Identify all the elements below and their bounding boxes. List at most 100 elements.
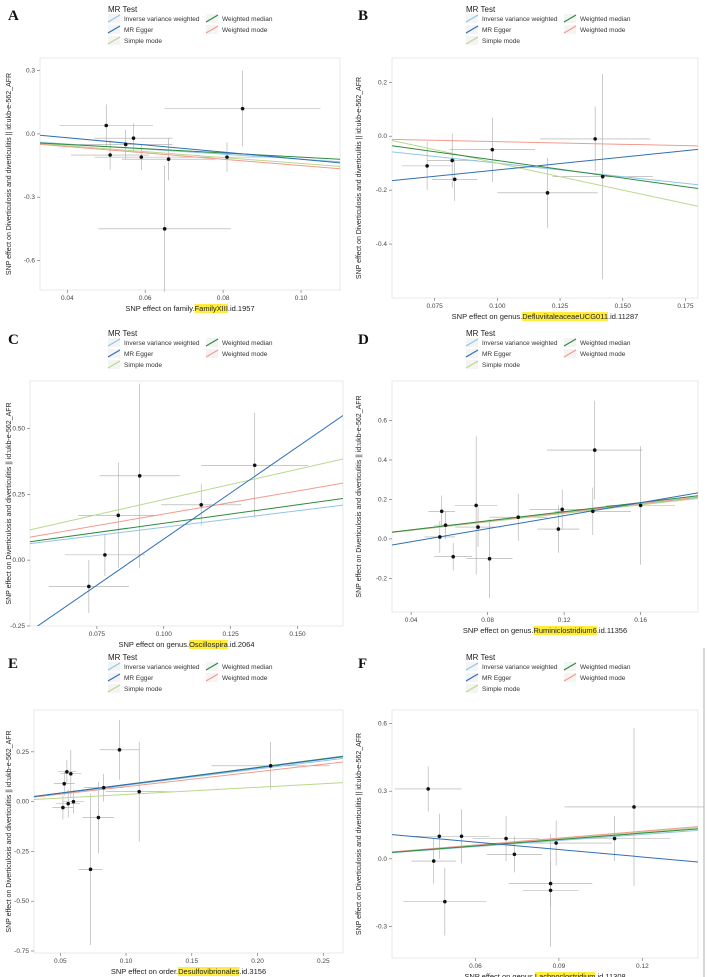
x-tick-label: 0.08 — [481, 617, 494, 624]
data-point — [600, 174, 605, 179]
legend-label: Simple mode — [482, 38, 520, 45]
points — [61, 748, 273, 872]
x-tick-label: 0.100 — [156, 631, 173, 638]
legend-label: Inverse variance weighted — [482, 664, 558, 671]
data-point — [61, 805, 65, 810]
line-wmode — [30, 482, 343, 538]
x-tick-label: 0.100 — [489, 303, 506, 310]
x-tick-label: 0.16 — [634, 617, 647, 624]
data-point — [199, 503, 204, 507]
x-tick-label: 0.12 — [636, 963, 649, 970]
x-axis-label-prefix: SNP effect on order. — [111, 967, 178, 976]
x-axis-label-suffix: .id.1957 — [228, 304, 255, 313]
legend-key-line — [107, 673, 121, 682]
x-axis-label-taxon: Oscillospira — [189, 640, 229, 649]
data-point — [131, 136, 136, 140]
x-axis-label-highlight — [522, 312, 609, 321]
legend-item-egger: MR Egger — [107, 25, 154, 34]
legend-label: Inverse variance weighted — [124, 340, 200, 347]
line-wmedian — [392, 145, 698, 190]
data-point — [123, 142, 128, 147]
regression-lines — [30, 415, 343, 626]
legend-key-line — [205, 349, 219, 358]
data-point — [554, 841, 558, 845]
x-tick-label: 0.04 — [61, 295, 74, 302]
panel-b: B MR Test Inverse variance weighted MR Egge… — [356, 5, 699, 321]
data-point — [69, 771, 73, 776]
data-point — [476, 525, 480, 529]
y-tick-label: 0.0 — [378, 133, 387, 140]
data-point — [592, 448, 597, 452]
x-tick-label: 0.08 — [217, 295, 230, 302]
legend-key-line — [107, 662, 121, 671]
y-axis-label: SNP effect on Diverticulosis and diverti… — [6, 73, 13, 275]
legend-item-ivw: Inverse variance weighted — [107, 338, 200, 347]
y-tick-label: 0.2 — [378, 79, 387, 86]
data-point — [139, 155, 144, 159]
y-tick-label: 0.50 — [12, 425, 25, 432]
y-axis-label: SNP effect on Diverticulosis and diverti… — [356, 733, 363, 935]
panel-a: A MR Test Inverse variance weighted MR Egge… — [6, 5, 341, 313]
data-point — [638, 503, 643, 508]
x-axis-label-prefix: SNP effect on genus. — [118, 640, 189, 649]
x-tick-label: 0.10 — [120, 958, 133, 965]
data-point — [137, 789, 141, 794]
y-tick-label: -0.2 — [376, 187, 388, 194]
x-tick-label: 0.075 — [89, 631, 106, 638]
y-axis-label: SNP effect on Diverticulosis and diverti… — [356, 395, 363, 597]
legend-label: Inverse variance weighted — [124, 16, 200, 23]
x-tick-label: 0.15 — [185, 958, 198, 965]
y-tick-label: 0.25 — [16, 749, 29, 756]
data-point — [426, 787, 430, 791]
x-axis-label-taxon: Lachnoclostridium — [535, 972, 595, 977]
data-point — [87, 584, 91, 589]
legend-label: Inverse variance weighted — [124, 664, 200, 671]
x-tick-label: 0.175 — [677, 303, 694, 310]
x-axis-label-highlight — [533, 626, 597, 635]
legend-label: MR Egger — [124, 27, 154, 34]
points — [425, 137, 605, 195]
legend-item-ivw: Inverse variance weighted — [465, 338, 558, 347]
legend-label: Weighted mode — [580, 675, 626, 682]
line-ivw — [30, 504, 343, 545]
x-axis-label: SNP effect on genus.Ruminiclostridium6.i… — [463, 626, 627, 635]
data-point — [556, 527, 561, 531]
legend-item-wmedian: Weighted median — [205, 14, 273, 23]
data-point — [108, 153, 112, 157]
panel-letter: C — [8, 332, 19, 348]
panel-letter: B — [358, 8, 368, 24]
data-point — [487, 556, 492, 561]
y-tick-label: -0.3 — [24, 194, 36, 201]
legend-title: MR Test — [466, 329, 496, 338]
x-tick-label: 0.125 — [552, 303, 569, 310]
data-point — [268, 763, 273, 768]
legend-item-wmedian: Weighted median — [205, 338, 273, 347]
x-tick-label: 0.075 — [426, 303, 443, 310]
x-axis-label: SNP effect on genus.Oscillospira.id.2064 — [118, 640, 254, 649]
legend-item-wmedian: Weighted median — [205, 662, 273, 671]
line-egger — [36, 415, 343, 626]
y-axis-label: SNP effect on Diverticulosis and diverti… — [356, 77, 363, 279]
line-egger — [392, 148, 698, 182]
data-point — [548, 888, 553, 893]
panel-c: C MR Test Inverse variance weighted MR Egge… — [6, 329, 344, 649]
legend-item-wmedian: Weighted median — [563, 14, 631, 23]
y-tick-label: -0.6 — [24, 257, 36, 264]
x-axis-label-taxon: Desulfovibrionales — [178, 967, 240, 976]
legend-key-line — [465, 673, 479, 682]
regression-lines — [392, 492, 698, 546]
x-axis-label-suffix: .id.11356 — [597, 626, 627, 635]
data-point — [474, 503, 478, 508]
legend-label: Weighted mode — [580, 351, 626, 358]
legend-key-line — [107, 338, 121, 347]
x-tick-label: 0.06 — [469, 963, 482, 970]
x-axis-label-taxon: FamilyXIII — [195, 304, 228, 313]
data-point — [504, 836, 508, 841]
x-axis-label: SNP effect on order.Desulfovibrionales.i… — [111, 967, 266, 976]
data-point — [162, 227, 167, 231]
legend-item-egger: MR Egger — [465, 25, 512, 34]
data-point — [443, 523, 448, 527]
data-point — [116, 513, 121, 518]
plot-area — [391, 380, 699, 613]
legend: MR Test Inverse variance weighted MR Egger… — [465, 5, 631, 45]
